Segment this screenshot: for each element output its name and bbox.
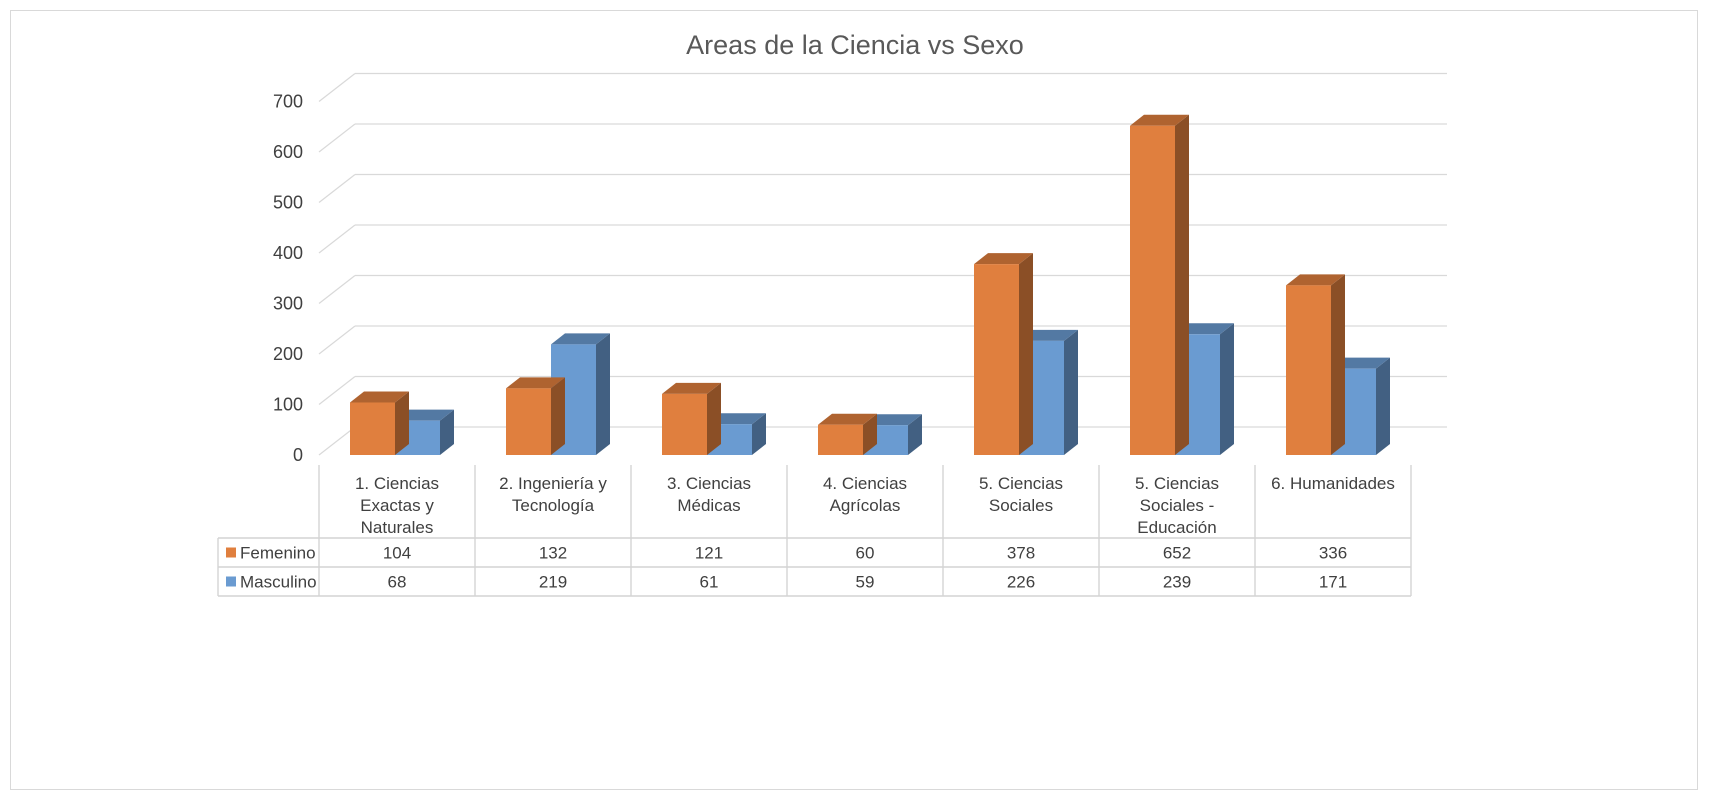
data-table: 1. Ciencias Exactas y Naturales 2. Ingenier… [217, 465, 1412, 597]
chart-title: Areas de la Ciencia vs Sexo [686, 30, 1024, 60]
data-label: 59 [856, 573, 875, 592]
gridline-diagonal [318, 376, 356, 405]
chart: Areas de la Ciencia vs Sexo 0 100 200 300 40… [217, 30, 1447, 597]
gridline-diagonal [318, 224, 356, 254]
y-tick-label: 0 [293, 445, 303, 465]
y-tick-label: 600 [273, 142, 303, 162]
y-tick-label: 100 [273, 395, 303, 415]
bar-masculino-1 [395, 409, 454, 455]
gridline-diagonal [318, 275, 356, 304]
gridline-diagonal [318, 174, 356, 203]
category-label: Agrícolas [830, 496, 901, 515]
data-label: 239 [1163, 573, 1191, 592]
bar-femenino-6 [1130, 114, 1189, 456]
category-label: Sociales [989, 496, 1053, 515]
data-label: 652 [1163, 544, 1191, 563]
category-label: 5. Ciencias [979, 474, 1063, 493]
gridline-diagonal [318, 73, 356, 102]
bars [350, 114, 1390, 456]
gridline-diagonal [318, 325, 356, 355]
legend-key-masculino [226, 576, 236, 587]
data-label: 61 [700, 573, 719, 592]
gridlines [318, 72, 1447, 456]
bar-femenino-3 [662, 382, 721, 455]
bar-femenino-2 [506, 377, 565, 455]
chart-frame: Areas de la Ciencia vs Sexo 0 100 200 300 40… [10, 10, 1698, 790]
legend-label-masculino: Masculino [240, 573, 317, 592]
category-label: 3. Ciencias [667, 474, 751, 493]
gridline-diagonal [318, 123, 356, 153]
legend-label-femenino: Femenino [240, 544, 316, 563]
category-label: 2. Ingeniería y [499, 474, 607, 493]
y-tick-label: 400 [273, 243, 303, 263]
data-label: 226 [1007, 573, 1035, 592]
category-label: 6. Humanidades [1271, 474, 1395, 493]
y-tick-label: 500 [273, 193, 303, 213]
data-label: 68 [388, 573, 407, 592]
data-label: 336 [1319, 544, 1347, 563]
y-tick-label: 300 [273, 294, 303, 314]
category-label: 5. Ciencias [1135, 474, 1219, 493]
y-tick-label: 700 [273, 92, 303, 112]
data-label: 104 [383, 544, 411, 563]
category-label: 1. Ciencias [355, 474, 439, 493]
gridline-diagonal [318, 426, 356, 456]
bar-femenino-4 [818, 413, 877, 455]
category-label: Médicas [677, 496, 740, 515]
y-axis-ticks: 0 100 200 300 400 500 600 700 [273, 92, 303, 466]
y-tick-label: 200 [273, 344, 303, 364]
bar-masculino-3 [707, 413, 766, 455]
bar-femenino-5 [974, 253, 1033, 455]
bar-femenino-1 [350, 391, 409, 455]
category-label: Exactas y [360, 496, 434, 515]
category-label: 4. Ciencias [823, 474, 907, 493]
data-label: 219 [539, 573, 567, 592]
data-label: 378 [1007, 544, 1035, 563]
category-label: Educación [1137, 518, 1216, 537]
bar-masculino-4 [863, 414, 922, 455]
category-label: Naturales [361, 518, 434, 537]
data-label: 132 [539, 544, 567, 563]
bar-femenino-7 [1286, 274, 1345, 455]
category-label: Tecnología [512, 496, 595, 515]
data-label: 121 [695, 544, 723, 563]
legend-key-femenino [226, 547, 236, 558]
data-label: 171 [1319, 573, 1347, 592]
data-label: 60 [856, 544, 875, 563]
category-label: Sociales - [1140, 496, 1215, 515]
